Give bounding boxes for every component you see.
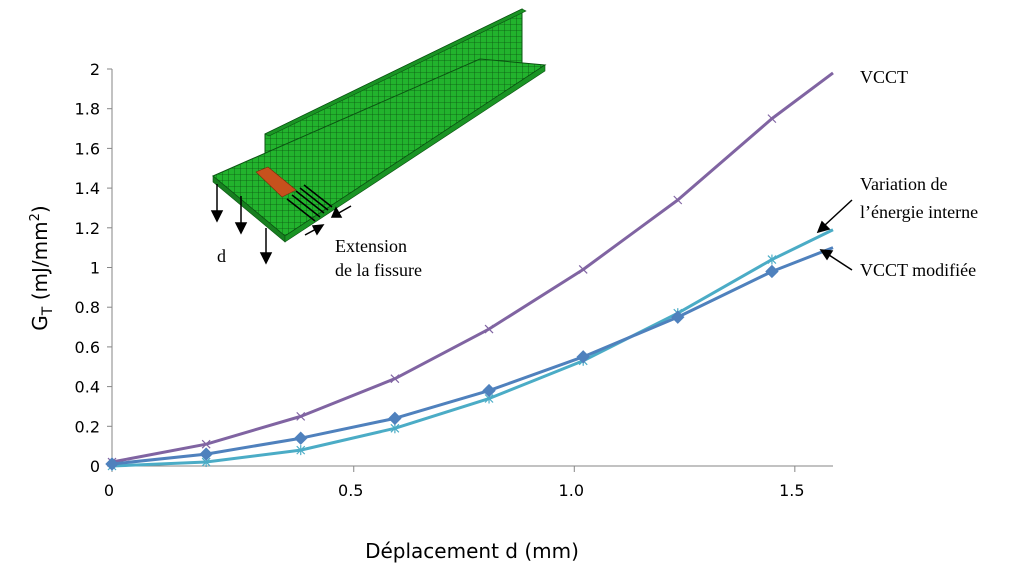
- x-axis-ticks: 0 0.5 1.0 1.5: [104, 466, 805, 500]
- y-tick-label: 1.2: [75, 219, 100, 238]
- data-point: [296, 411, 306, 421]
- data-point: [484, 324, 494, 334]
- y-tick-label: 2: [90, 60, 100, 79]
- y-tick-label: 0: [90, 457, 100, 476]
- mesh-flange-side: [284, 64, 546, 243]
- data-point: [576, 350, 590, 364]
- series-label-energy-line2: l’énergie interne: [860, 202, 978, 222]
- data-point: [765, 264, 779, 279]
- y-tick-label: 1: [90, 259, 100, 278]
- data-point: [578, 265, 588, 274]
- y-axis-title-main: G: [28, 315, 52, 331]
- data-point: [296, 445, 306, 456]
- data-point: [671, 310, 685, 324]
- x-tick-label: 0.5: [338, 481, 363, 500]
- y-tick-label: 0.4: [75, 378, 100, 397]
- crack-front-region: [255, 166, 297, 198]
- y-tick-label: 0.2: [75, 417, 100, 436]
- y-axis-title-close: ): [28, 205, 52, 213]
- y-axis-title-subscript: T: [40, 306, 56, 316]
- y-tick-label: 0.8: [75, 298, 100, 317]
- data-point: [199, 447, 213, 461]
- series-label-vcct: VCCT: [860, 67, 908, 87]
- data-point: [482, 383, 496, 398]
- y-axis-title: GT (mJ/mm2): [28, 205, 56, 330]
- extension-arrows: [304, 205, 352, 236]
- data-point: [767, 114, 777, 124]
- data-point: [390, 374, 400, 384]
- y-tick-label: 1.6: [75, 139, 100, 158]
- data-point: [767, 254, 777, 265]
- inset-label-d: d: [217, 246, 226, 266]
- x-tick-label: 0: [104, 481, 114, 500]
- y-tick-label: 0.6: [75, 338, 100, 357]
- y-tick-label: 1.8: [75, 100, 100, 119]
- inset-label-fissure: de la fissure: [335, 260, 422, 280]
- y-axis-title-unit: (mJ/mm: [28, 221, 52, 306]
- displacement-arrows: [210, 184, 273, 265]
- series-pointer-arrows: [816, 199, 853, 271]
- data-point: [201, 439, 211, 449]
- crack-extension-line-2: [291, 194, 321, 218]
- x-axis-title: Déplacement d (mm): [365, 539, 579, 563]
- y-axis-ticks: 0 0.2 0.4 0.6 0.8 1 1.2 1.4 1.6 1.8 2: [75, 60, 112, 476]
- series-layer: [105, 71, 834, 471]
- series-line: [111, 246, 834, 466]
- y-tick-label: 1.4: [75, 179, 100, 198]
- series-label-energy-line1: Variation de: [860, 174, 947, 194]
- data-point: [294, 431, 308, 445]
- crack-extension-line-1: [286, 198, 316, 222]
- crack-extension-line-3: [295, 190, 325, 214]
- data-point: [105, 457, 119, 471]
- crack-extension-line-5: [303, 184, 333, 208]
- mesh-web-top: [264, 8, 527, 137]
- x-tick-label: 1.5: [779, 481, 804, 500]
- x-tick-label: 1.0: [559, 481, 584, 500]
- fe-mesh-inset: d Extension de la fissure: [210, 8, 547, 280]
- inset-label-extension: Extension: [335, 236, 407, 256]
- data-point: [673, 195, 683, 205]
- crack-extension-line-4: [299, 187, 329, 211]
- series-label-vcct-modifiee: VCCT modifiée: [860, 260, 976, 280]
- data-point: [388, 411, 402, 426]
- y-axis-title-superscript: 2: [28, 213, 43, 221]
